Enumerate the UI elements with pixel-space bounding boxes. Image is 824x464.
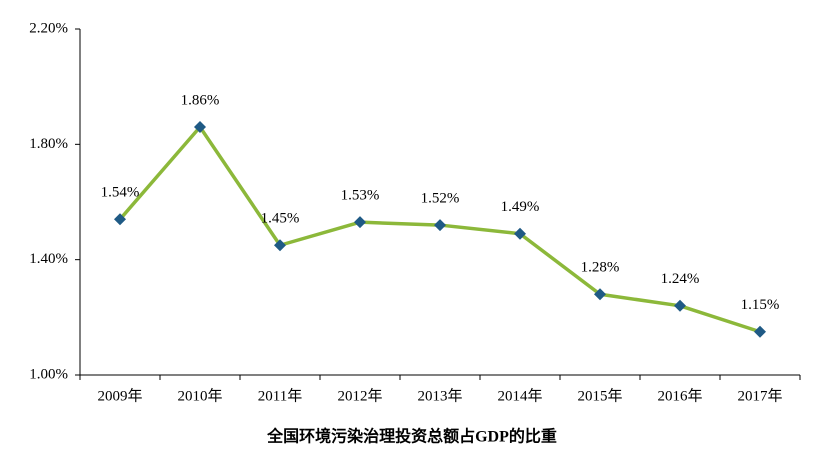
marker: [434, 219, 446, 232]
x-tick-label: 2011年: [258, 387, 302, 404]
y-tick-label: 1.80%: [29, 136, 68, 152]
marker: [194, 121, 206, 134]
data-label: 1.54%: [101, 185, 140, 201]
x-tick-label: 2013年: [417, 387, 462, 404]
data-label: 1.28%: [581, 260, 620, 276]
x-tick-label: 2016年: [657, 387, 702, 404]
marker: [594, 288, 606, 301]
marker: [514, 227, 526, 240]
y-tick-label: 2.20%: [29, 20, 68, 36]
y-tick-label: 1.00%: [29, 366, 68, 382]
data-label: 1.24%: [661, 271, 700, 287]
x-tick-label: 2014年: [497, 387, 542, 404]
marker: [114, 213, 126, 226]
x-tick-label: 2012年: [337, 387, 382, 404]
data-label: 1.45%: [261, 211, 300, 227]
x-axis-title: 全国环境污染治理投资总额占GDP的比重: [266, 427, 557, 446]
data-label: 1.53%: [341, 188, 380, 204]
marker: [754, 325, 766, 338]
data-label: 1.49%: [501, 199, 540, 215]
data-label: 1.86%: [181, 92, 220, 108]
marker: [354, 216, 366, 229]
data-label: 1.15%: [741, 297, 780, 313]
x-tick-label: 2010年: [177, 387, 222, 404]
marker: [274, 239, 286, 252]
x-tick-label: 2017年: [737, 387, 782, 404]
marker: [674, 299, 686, 312]
data-label: 1.52%: [421, 191, 460, 207]
x-tick-label: 2009年: [97, 387, 142, 404]
y-tick-label: 1.40%: [29, 251, 68, 267]
x-tick-label: 2015年: [577, 387, 622, 404]
